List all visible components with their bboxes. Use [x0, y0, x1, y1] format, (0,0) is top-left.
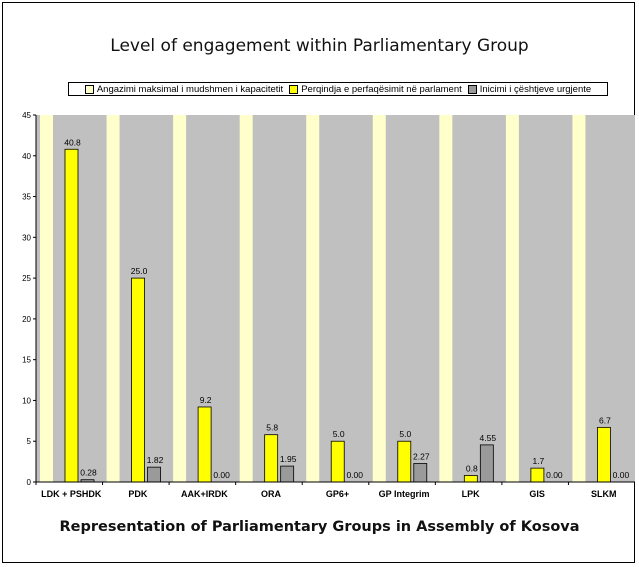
legend-label-inicimi: Inicimi i çështjeve urgjente: [479, 83, 592, 95]
bar-inicimi: [147, 466, 161, 483]
data-label: 5.0: [399, 429, 411, 439]
x-category-label: GP Integrim: [379, 489, 430, 499]
data-label: 2.27: [413, 451, 430, 461]
y-tick-label: 10: [22, 396, 31, 405]
data-label: 9.2: [200, 395, 212, 405]
y-tick-label: 30: [22, 233, 31, 242]
bar-perqindja: [64, 148, 79, 483]
x-category-label: PDK: [128, 489, 148, 499]
bar-perqindja: [131, 277, 145, 483]
data-label: 1.82: [147, 455, 164, 465]
legend-label-maksimal: Angazimi maksimal i mudshmen i kapacitet…: [96, 83, 284, 95]
data-label: 5.8: [266, 423, 278, 433]
data-label: 0.00: [613, 470, 630, 480]
legend-item-inicimi: Inicimi i çështjeve urgjente: [467, 83, 592, 95]
chart-title: Level of engagement within Parliamentary…: [110, 36, 529, 56]
y-tick-label: 20: [22, 315, 31, 324]
bar-perqindja: [330, 440, 345, 483]
bar-perqindja: [397, 440, 412, 483]
y-tick-label: 45: [22, 111, 31, 120]
x-category-label: GP6+: [326, 489, 349, 499]
y-tick-label: 5: [27, 437, 32, 446]
bar-inicimi: [280, 465, 295, 483]
bar-perqindja: [197, 406, 212, 483]
data-label: 0.8: [466, 463, 478, 473]
bar-maksimal: [239, 115, 253, 482]
legend-swatch-maksimal: [84, 84, 94, 94]
bar-maksimal: [572, 115, 586, 482]
data-label: 0.28: [80, 468, 97, 478]
x-category-label: SLKM: [591, 489, 617, 499]
bar-maksimal: [106, 115, 120, 482]
bar-maksimal: [306, 115, 320, 482]
data-label: 4.55: [480, 433, 497, 443]
y-tick-label: 40: [22, 152, 31, 161]
bar-inicimi: [413, 463, 428, 483]
legend-label-perqindja: Perqindja e perfaqësimit në parlament: [301, 83, 462, 95]
data-label: 6.7: [599, 415, 611, 425]
y-tick-label: 25: [22, 274, 31, 283]
data-label: 1.95: [280, 454, 297, 464]
x-category-label: AAK+IRDK: [181, 489, 228, 499]
bar-maksimal: [173, 115, 187, 482]
y-tick-label: 0: [27, 478, 32, 487]
data-label: 0.00: [346, 470, 363, 480]
data-label: 40.8: [64, 137, 81, 147]
bar-maksimal: [40, 115, 53, 482]
x-category-label: LDK + PSHDK: [41, 489, 102, 499]
legend: Angazimi maksimal i mudshmen i kapacitet…: [68, 82, 608, 96]
x-category-label: ORA: [261, 489, 282, 499]
data-label: 0.00: [546, 470, 563, 480]
x-category-label: LPK: [462, 489, 481, 499]
x-axis-title: Representation of Parliamentary Groups i…: [59, 519, 580, 535]
data-label: 5.0: [333, 429, 345, 439]
y-tick-label: 15: [22, 356, 31, 365]
legend-item-perqindja: Perqindja e perfaqësimit në parlament: [289, 84, 462, 95]
data-label: 1.7: [532, 456, 544, 466]
data-label: 0.00: [213, 470, 230, 480]
data-label: 25.0: [131, 266, 148, 276]
legend-swatch-inicimi: [467, 84, 477, 94]
bar-inicimi: [479, 444, 494, 483]
x-category-label: GIS: [529, 489, 545, 499]
plot-area: [36, 115, 635, 482]
bar-perqindja: [597, 426, 611, 483]
bar-maksimal: [372, 115, 386, 482]
bar-maksimal: [439, 115, 453, 482]
bar-perqindja: [463, 475, 478, 483]
bar-perqindja: [530, 467, 545, 483]
bar-maksimal: [505, 115, 519, 482]
y-tick-label: 35: [22, 193, 31, 202]
bar-perqindja: [264, 434, 279, 483]
legend-swatch-perqindja: [289, 84, 299, 94]
legend-item-maksimal: Angazimi maksimal i mudshmen i kapacitet…: [84, 83, 284, 95]
